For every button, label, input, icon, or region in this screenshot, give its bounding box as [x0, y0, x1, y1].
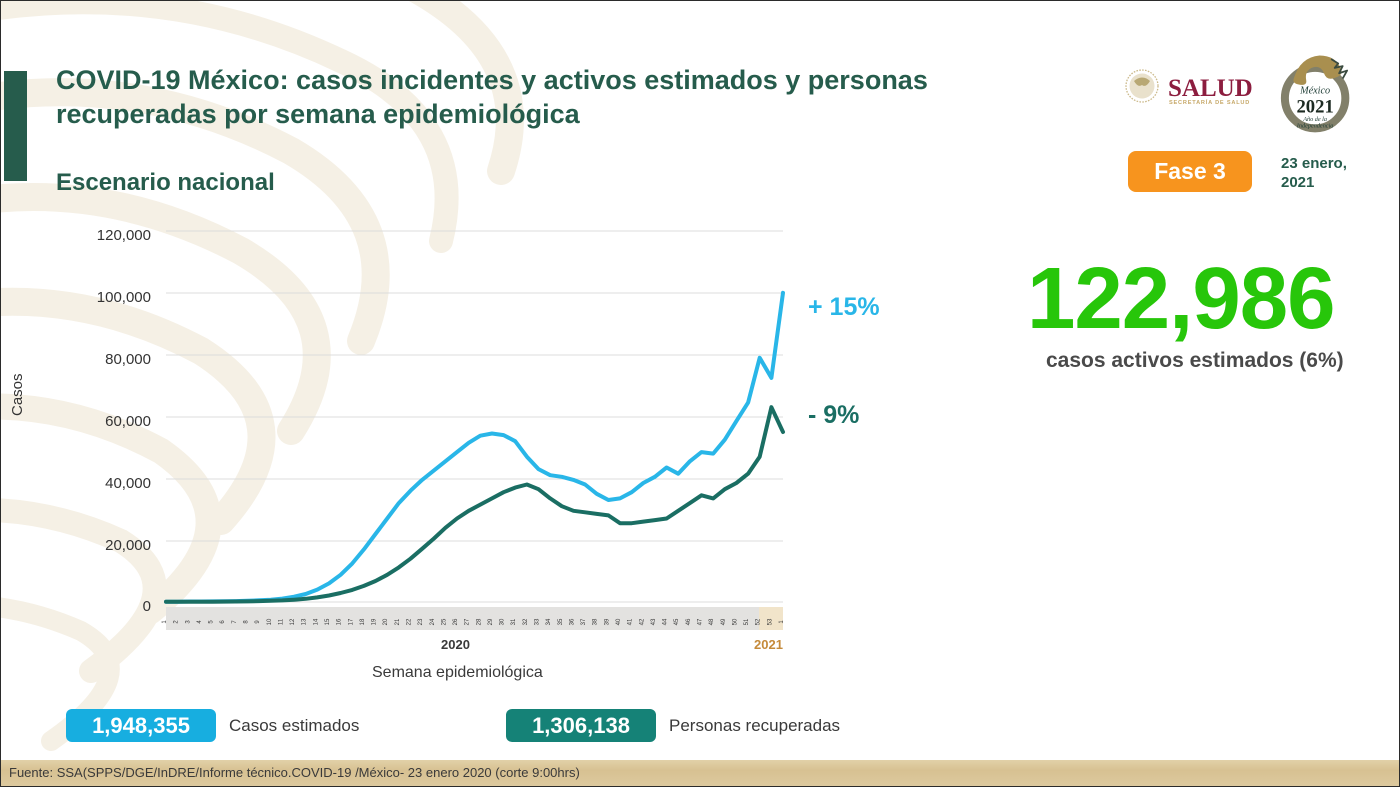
svg-text:11: 11	[278, 618, 284, 625]
svg-text:49: 49	[721, 618, 727, 625]
svg-text:46: 46	[686, 618, 692, 625]
svg-text:38: 38	[593, 618, 599, 625]
svg-text:SECRETARÍA DE SALUD: SECRETARÍA DE SALUD	[1169, 98, 1250, 106]
svg-text:19: 19	[372, 618, 378, 625]
svg-text:50: 50	[732, 618, 738, 625]
svg-text:41: 41	[628, 618, 634, 625]
svg-text:33: 33	[535, 618, 541, 625]
svg-text:27: 27	[465, 618, 471, 625]
svg-text:12: 12	[290, 618, 296, 625]
svg-text:44: 44	[663, 618, 669, 625]
svg-text:16: 16	[337, 618, 343, 625]
svg-text:14: 14	[313, 618, 319, 625]
svg-text:32: 32	[523, 618, 529, 625]
svg-text:20: 20	[383, 618, 389, 625]
svg-text:25: 25	[441, 618, 447, 625]
svg-text:45: 45	[674, 618, 680, 625]
svg-text:SALUD: SALUD	[1168, 75, 1253, 102]
svg-text:51: 51	[744, 618, 750, 625]
svg-text:53: 53	[767, 618, 773, 625]
svg-text:28: 28	[476, 618, 482, 625]
svg-text:30: 30	[500, 618, 506, 625]
svg-text:42: 42	[639, 618, 645, 625]
svg-text:10: 10	[267, 618, 273, 625]
svg-text:29: 29	[488, 618, 494, 625]
svg-text:39: 39	[604, 618, 610, 625]
svg-text:35: 35	[558, 618, 564, 625]
svg-text:24: 24	[430, 618, 436, 625]
svg-text:31: 31	[511, 618, 517, 625]
svg-text:43: 43	[651, 618, 657, 625]
svg-text:17: 17	[348, 618, 354, 625]
svg-text:18: 18	[360, 618, 366, 625]
svg-text:2021: 2021	[1296, 96, 1333, 117]
svg-text:22: 22	[407, 618, 413, 625]
svg-text:México: México	[1299, 86, 1330, 97]
svg-text:47: 47	[698, 618, 704, 625]
svg-text:13: 13	[302, 618, 308, 625]
svg-text:26: 26	[453, 618, 459, 625]
svg-text:21: 21	[395, 618, 401, 625]
svg-text:23: 23	[418, 618, 424, 625]
svg-text:40: 40	[616, 618, 622, 625]
svg-text:Independencia: Independencia	[1296, 122, 1334, 129]
svg-text:37: 37	[581, 618, 587, 625]
svg-text:52: 52	[756, 618, 762, 625]
svg-text:34: 34	[546, 618, 552, 625]
svg-text:36: 36	[570, 618, 576, 625]
svg-text:15: 15	[325, 618, 331, 625]
svg-text:48: 48	[709, 618, 715, 625]
